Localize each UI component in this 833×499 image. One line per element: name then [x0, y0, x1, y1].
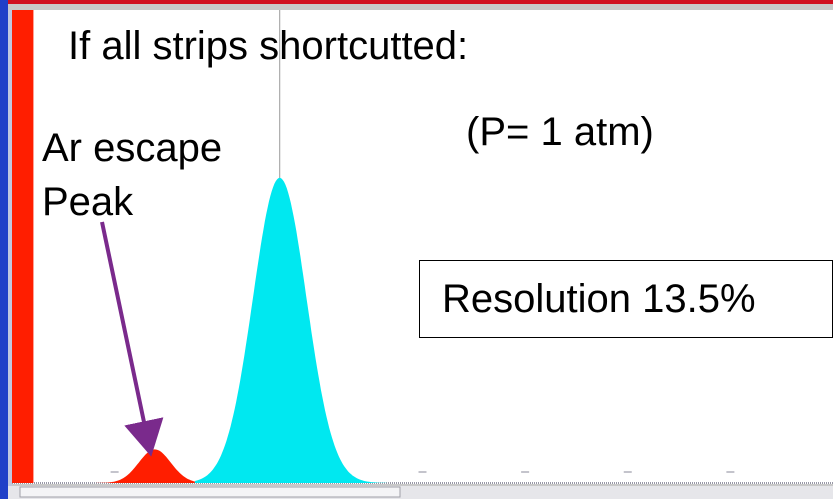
x-tick-mark — [521, 471, 530, 473]
x-tick-mark — [623, 471, 632, 473]
resolution-box: Resolution 13.5% — [419, 260, 833, 338]
x-tick-mark — [110, 471, 119, 473]
low-energy-edge — [12, 10, 34, 483]
escape-peak-label-line1: Ar escape — [42, 126, 223, 170]
series-1-peak — [12, 449, 195, 483]
pressure-condition: (P= 1 atm) — [466, 110, 654, 154]
left-axis-ruler — [8, 10, 12, 490]
series-group — [12, 177, 387, 484]
left-axis-bar — [0, 0, 8, 499]
slide-heading: If all strips shortcutted: — [68, 24, 469, 68]
resolution-text: Resolution 13.5% — [442, 277, 756, 321]
bottom-scrollbar-thumb[interactable] — [19, 486, 401, 498]
escape-peak-arrow — [100, 221, 164, 457]
plot-area — [12, 10, 833, 484]
x-tick-mark — [418, 471, 427, 473]
series-2-peak — [194, 177, 387, 484]
escape-peak-label-line2: Peak — [42, 180, 134, 224]
x-tick-mark — [726, 471, 735, 473]
top-red-strip — [0, 0, 833, 4]
